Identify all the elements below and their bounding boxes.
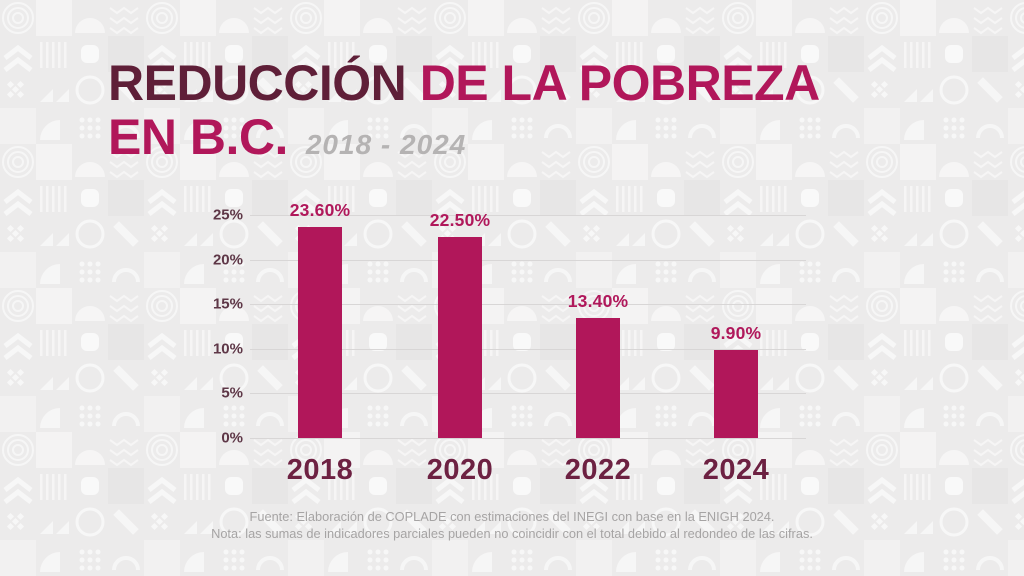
bar-2024 xyxy=(714,349,758,438)
rounding-note: Nota: las sumas de indicadores parciales… xyxy=(211,526,813,541)
gridline-15% xyxy=(250,304,806,306)
source-note: Fuente: Elaboración de COPLADE con estim… xyxy=(249,509,775,524)
gridline-5% xyxy=(250,393,806,395)
gridline-20% xyxy=(250,259,806,261)
bar-2022 xyxy=(576,318,620,438)
page-title: REDUCCIÓN DE LA POBREZA xyxy=(108,56,820,110)
x-axis-label-2018: 2018 xyxy=(286,454,354,486)
gridline-0% xyxy=(250,438,806,439)
y-axis-tick-5%: 5% xyxy=(221,384,243,402)
bar-2018 xyxy=(298,227,342,438)
title-subtitle-years: 2018 - 2024 xyxy=(305,129,467,160)
y-axis-tick-0%: 0% xyxy=(221,429,243,447)
y-axis-tick-10%: 10% xyxy=(212,340,243,358)
title-dark-part: REDUCCIÓN xyxy=(108,55,407,111)
gridline-10% xyxy=(250,348,806,350)
title-line2-part: EN B.C. xyxy=(108,109,288,165)
bar-value-label-2022: 13.40% xyxy=(567,291,629,312)
page-title-line2: EN B.C. 2018 - 2024 xyxy=(108,110,820,172)
bar-2020 xyxy=(438,237,482,438)
chart-header: REDUCCIÓN DE LA POBREZA EN B.C. 2018 - 20… xyxy=(108,56,820,172)
x-axis-label-2024: 2024 xyxy=(702,454,770,486)
bar-value-label-2024: 9.90% xyxy=(710,322,762,343)
bar-value-label-2018: 23.60% xyxy=(289,200,351,221)
y-axis-tick-15%: 15% xyxy=(212,295,243,313)
bar-value-label-2020: 22.50% xyxy=(429,210,491,231)
gridline-25% xyxy=(250,215,806,216)
y-axis-tick-25%: 25% xyxy=(212,206,243,224)
title-accent-part: DE LA POBREZA xyxy=(419,55,821,111)
x-axis-label-2020: 2020 xyxy=(426,454,494,486)
chart-footer: Fuente: Elaboración de COPLADE con estim… xyxy=(0,508,1024,542)
x-axis-label-2022: 2022 xyxy=(564,454,632,486)
y-axis-tick-20%: 20% xyxy=(212,251,243,269)
